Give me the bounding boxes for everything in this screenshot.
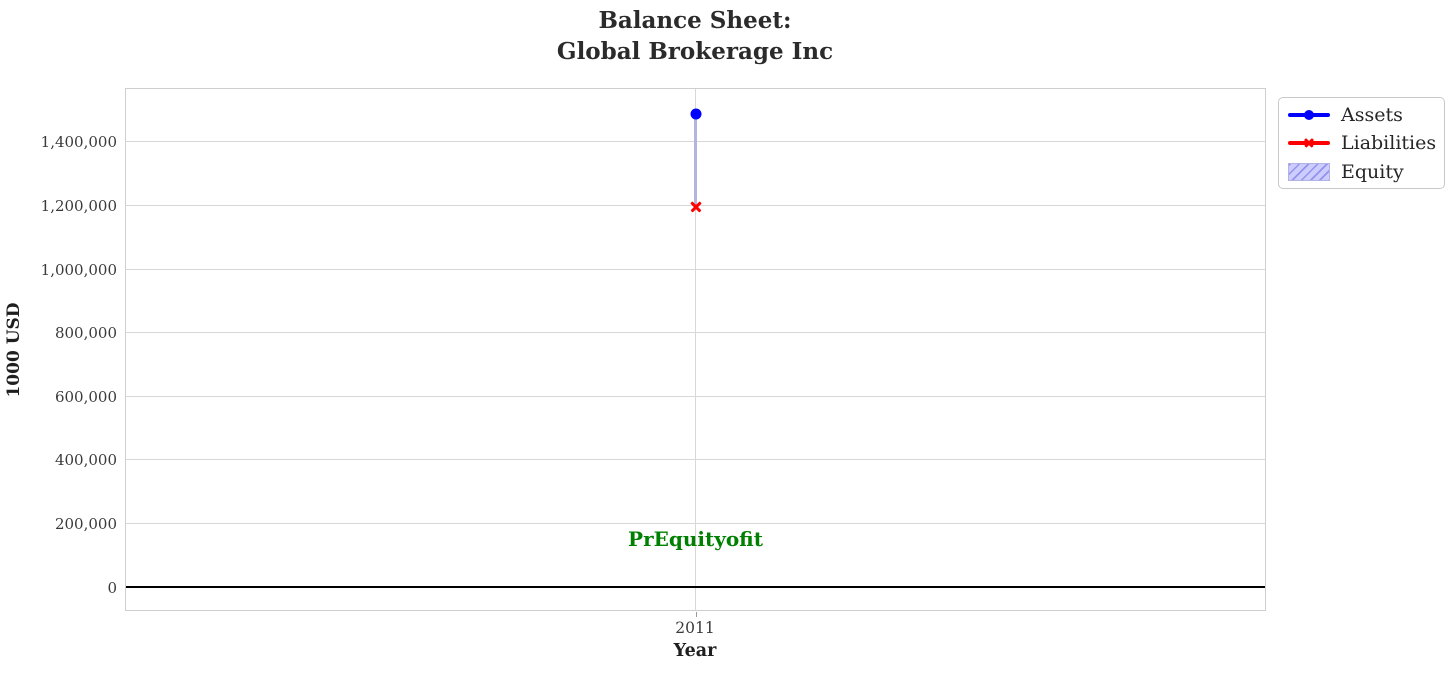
x-tick-label: 2011 <box>675 619 715 637</box>
annotation-text: PrEquityofit <box>628 527 763 552</box>
v-gridline-2011 <box>695 89 696 610</box>
chart-title-line2: Global Brokerage Inc <box>556 38 834 65</box>
assets-dot-icon <box>1304 109 1314 120</box>
zero-line <box>126 585 1265 589</box>
y-tick-label: 1,200,000 <box>40 196 117 215</box>
assets-line-swatch <box>1288 109 1330 120</box>
legend: Assets Liabilities Equity <box>1278 97 1445 189</box>
y-tick-label: 800,000 <box>54 324 117 343</box>
chart-title-line1: Balance Sheet: <box>598 7 792 34</box>
plot-area: PrEquityofit <box>125 88 1266 617</box>
y-tick-label: 200,000 <box>54 515 117 534</box>
y-tick-label: 1,400,000 <box>40 133 117 152</box>
y-tick-label: 1,000,000 <box>40 260 117 279</box>
legend-item-assets: Assets <box>1288 101 1440 129</box>
equity-patch-swatch <box>1288 162 1330 181</box>
x-tick-mark <box>695 612 697 617</box>
y-tick-labels: 0 200,000 400,000 600,000 800,000 1,000,000 1,… <box>0 90 117 611</box>
y-tick-label: 400,000 <box>54 451 117 470</box>
legend-item-equity: Equity <box>1288 158 1440 186</box>
liabilities-line-swatch <box>1288 138 1330 148</box>
equity-band <box>694 114 697 207</box>
legend-label-equity: Equity <box>1341 160 1404 183</box>
assets-marker <box>690 108 701 120</box>
legend-item-liabilities: Liabilities <box>1288 129 1440 157</box>
x-axis-label: Year <box>673 641 717 661</box>
legend-label-liabilities: Liabilities <box>1341 132 1437 154</box>
y-tick-label: 0 <box>107 578 117 597</box>
y-tick-label: 600,000 <box>54 387 117 406</box>
x-marker-icon <box>1304 138 1315 149</box>
chart-title: Balance Sheet: Global Brokerage Inc <box>125 5 1265 67</box>
legend-label-assets: Assets <box>1341 103 1403 126</box>
liabilities-marker <box>689 200 702 213</box>
